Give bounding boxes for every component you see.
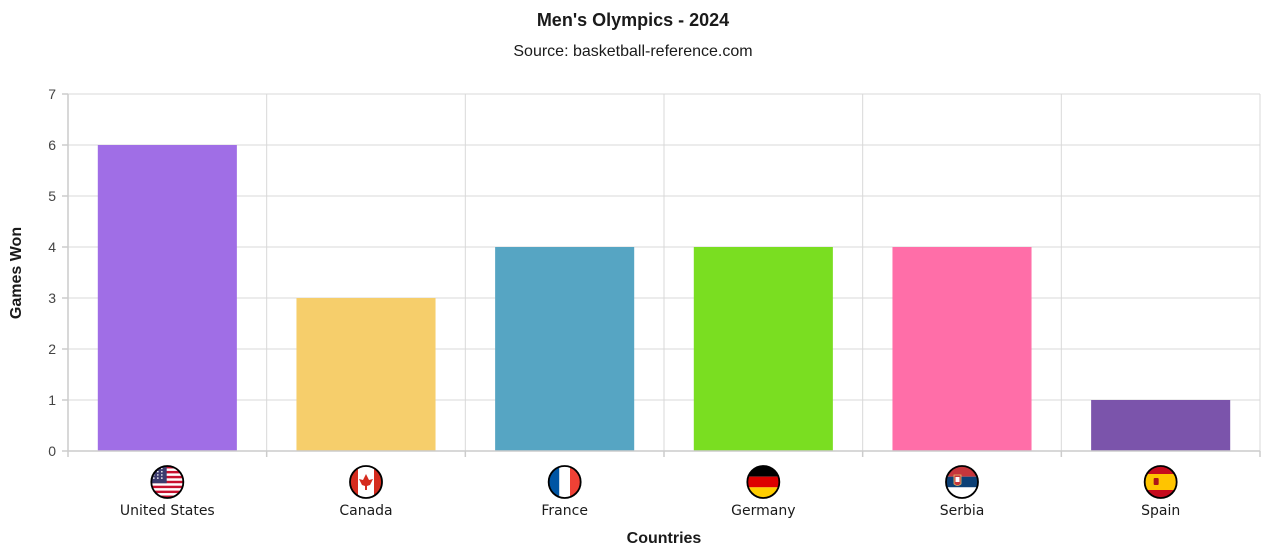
y-tick-label: 0 (48, 443, 56, 459)
chart-title: Men's Olympics - 2024 (537, 10, 729, 30)
y-tick-label: 7 (48, 86, 56, 102)
x-axis-title: Countries (627, 530, 702, 547)
y-tick-label: 2 (48, 341, 56, 357)
x-tick-label: France (541, 503, 588, 519)
bar-spain[interactable] (1091, 400, 1231, 451)
x-tick-label: Canada (339, 503, 392, 519)
y-tick-label: 4 (48, 239, 56, 255)
serbia-flag-icon (945, 465, 979, 499)
y-tick-label: 6 (48, 137, 56, 153)
us-flag-icon (150, 465, 185, 499)
x-tick-label: Germany (731, 503, 795, 519)
y-tick-label: 3 (48, 290, 56, 306)
bar-france[interactable] (495, 247, 635, 451)
x-tick-label: United States (120, 503, 215, 519)
x-axis-labels: United States Canada France Germany Serbia Sp… (120, 465, 1180, 519)
axes: 0 1 2 3 4 5 6 7 (48, 86, 1261, 459)
france-flag-icon (547, 465, 582, 499)
y-tick-label: 1 (48, 392, 56, 408)
bar-united-states[interactable] (97, 145, 237, 451)
x-tick-label: Serbia (940, 503, 985, 519)
bar-canada[interactable] (296, 298, 436, 451)
y-axis-title: Games Won (8, 227, 25, 319)
germany-flag-icon (746, 465, 781, 499)
bar-serbia[interactable] (892, 247, 1032, 451)
x-tick-label: Spain (1141, 503, 1180, 519)
chart-subtitle: Source: basketball-reference.com (513, 43, 752, 60)
bars (97, 145, 1231, 451)
bar-germany[interactable] (693, 247, 833, 451)
spain-flag-icon (1143, 465, 1178, 499)
grid-lines (67, 93, 1261, 452)
y-tick-label: 5 (48, 188, 56, 204)
canada-flag-icon (349, 465, 383, 499)
